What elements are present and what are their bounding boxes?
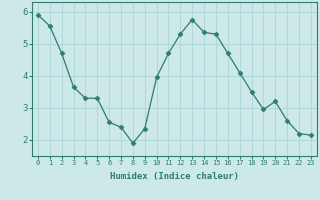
X-axis label: Humidex (Indice chaleur): Humidex (Indice chaleur) bbox=[110, 172, 239, 181]
